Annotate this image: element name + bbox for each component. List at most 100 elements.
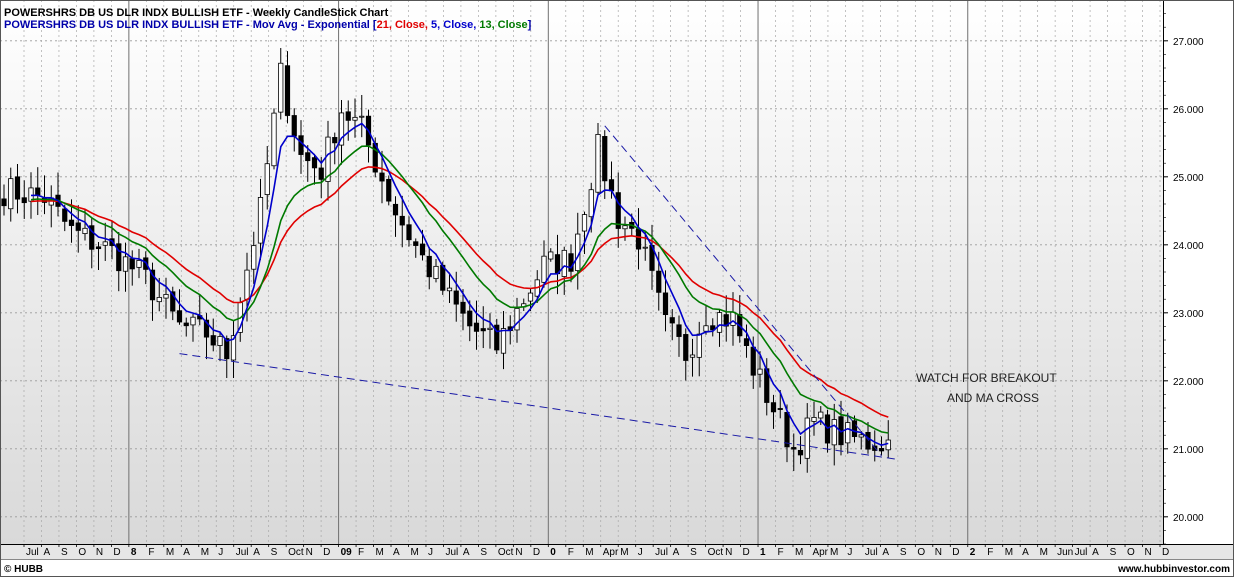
x-tick-label: Jul [445,547,458,558]
footer-ticker: © HUBB [4,564,43,575]
y-tick-label: 25.000 [1173,173,1204,184]
x-tick-label: J [218,547,223,558]
y-tick-label: 24.000 [1173,241,1204,252]
candle-body [75,222,81,231]
candle-body [217,336,223,346]
candle-body [473,322,480,332]
x-tick-label: S [271,547,278,558]
candles [1,48,891,473]
x-tick-label: D [952,547,959,558]
candle-body [710,325,716,331]
candle-body [446,287,453,292]
candle-body [480,328,486,332]
candle-body [561,249,567,277]
candle-body [21,197,27,204]
x-tick-label: A [1022,547,1029,558]
candle-body [35,187,41,196]
annotation-line-2: AND MA CROSS [947,391,1039,405]
candle-body [170,291,176,312]
x-tick-label: N [96,547,103,558]
candle-body [683,334,689,361]
candle-body [426,255,432,278]
legend-ma13: 13, Close [479,19,527,31]
y-tick-label: 26.000 [1173,105,1204,116]
candle-body [68,219,75,226]
x-tick-label: 0 [550,547,556,558]
candle-body [669,317,675,324]
candle-body [514,308,520,331]
x-tick-label: S [480,547,487,558]
candle-body [770,402,777,413]
x-tick-label: Jun [1057,547,1073,558]
x-tick-label: F [358,547,364,558]
candle-body [716,312,723,333]
candle-body [635,228,642,250]
candle-body [413,241,419,246]
x-tick-label: D [743,547,750,558]
x-tick-label: S [690,547,697,558]
candle-body [818,411,824,419]
x-tick-label: Oct [288,547,304,558]
candle-body [386,178,392,202]
y-tick-label: 23.000 [1173,309,1204,320]
candle-body [224,338,230,360]
x-tick-label: D [533,547,540,558]
candle-body [885,439,891,451]
candle-body [743,338,750,346]
candle-body [14,176,21,200]
candle-body [338,112,345,146]
candle-body [95,246,102,250]
candle-body [689,354,696,358]
x-tick-label: Apr [812,547,828,558]
candle-body [345,111,351,121]
candle-body [662,292,669,316]
candle-body [467,310,473,327]
x-tick-label: N [935,547,942,558]
candle-body [284,65,291,116]
candle-body [406,224,412,241]
x-tick-label: D [1162,547,1169,558]
x-tick-label: Oct [498,547,514,558]
candle-body [656,270,662,293]
candle-body [595,134,601,193]
candle-body [291,115,297,137]
x-tick-label: S [1110,547,1117,558]
candle-body [62,208,68,222]
candle-body [298,135,304,155]
candle-body [696,333,702,358]
candle-body [379,172,385,182]
x-tick-label: Apr [603,547,619,558]
candle-body [1,198,7,207]
candle-body [777,408,783,410]
candle-body [703,325,709,332]
x-tick-label: S [61,547,68,558]
candle-body [419,243,426,256]
y-tick-label: 21.000 [1173,445,1204,456]
candle-body [183,322,189,327]
candle-body [811,417,817,422]
y-tick-label: 22.000 [1173,377,1204,388]
x-tick-label: M [620,547,628,558]
x-tick-label: A [253,547,260,558]
candle-body [278,62,284,113]
x-tick-label: D [113,547,120,558]
candle-body [190,316,196,326]
x-tick-label: Jul [655,547,668,558]
x-tick-label: F [568,547,574,558]
candle-body [676,324,682,337]
x-tick-label: A [393,547,400,558]
candle-body [487,327,493,330]
candle-body [176,310,183,323]
candle-body [311,157,318,169]
x-tick-label: A [183,547,190,558]
x-tick-label: 2 [970,547,976,558]
annotation-line-1: WATCH FOR BREAKOUT [916,371,1057,385]
x-tick-label: J [428,547,433,558]
x-tick-label: N [725,547,732,558]
x-tick-label: F [987,547,993,558]
footer-bar [0,559,1234,577]
x-tick-label: S [900,547,907,558]
candle-body [210,335,216,346]
legend-suffix: ] [528,19,532,31]
candle-body [305,152,311,162]
